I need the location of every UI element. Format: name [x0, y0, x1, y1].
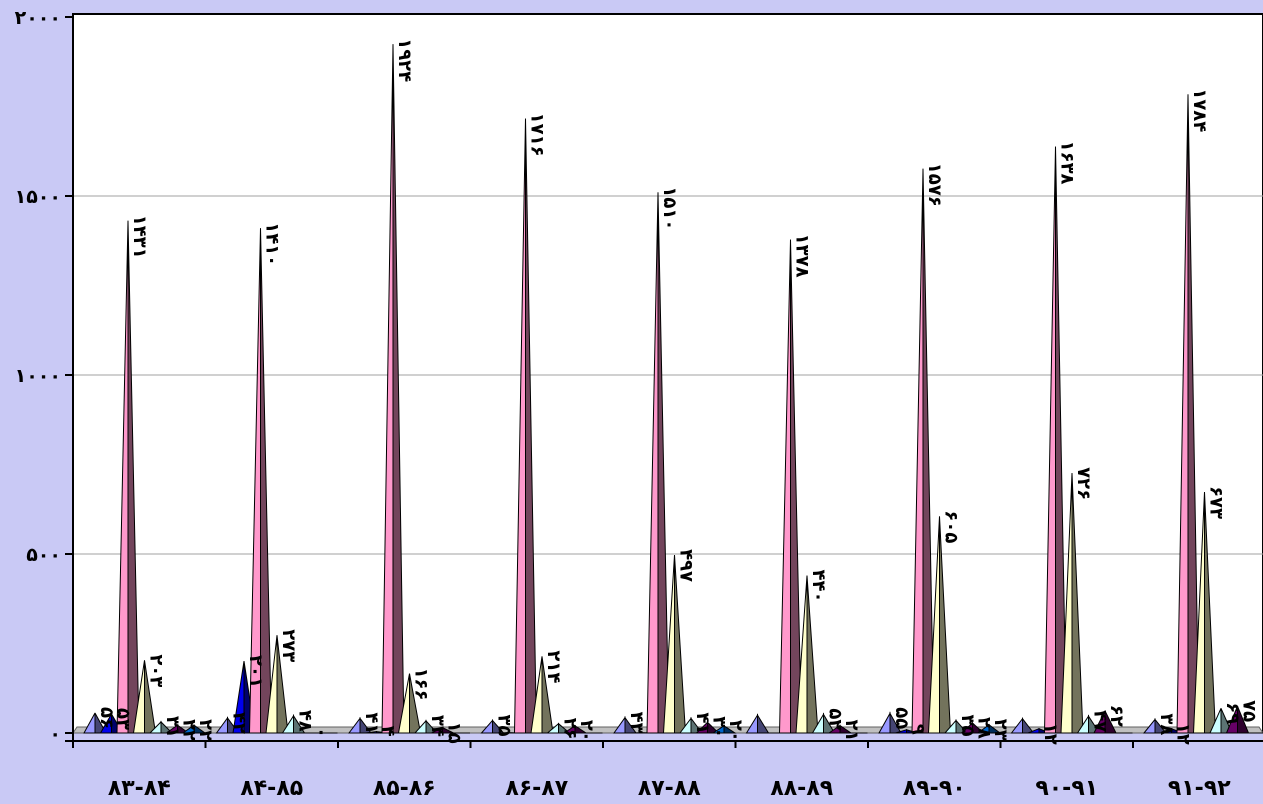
- x-tick-label: ۸۷-۸۸: [638, 776, 701, 800]
- data-label: ۱۷۸۴: [1189, 88, 1210, 132]
- data-label: ۱۴۳۱: [129, 215, 150, 259]
- y-tick-label: ۱۰۰۰: [15, 365, 61, 387]
- data-label: ۲۰: [576, 720, 597, 742]
- x-tick-label: ۸۹-۹۰: [903, 776, 966, 800]
- data-label: ۲۳: [990, 719, 1011, 741]
- data-label: ۴۳: [626, 712, 647, 734]
- x-tick-label: ۹۱-۹۲: [1168, 776, 1231, 800]
- data-label: ۲۱۴: [543, 650, 564, 683]
- data-label: ۴۹۷: [676, 549, 697, 582]
- data-label: ۴۴۰: [808, 569, 829, 602]
- data-label: ۲۰۱: [245, 655, 266, 688]
- data-label: ۶۰۵: [941, 510, 962, 543]
- x-tick-label: ۸۴-۸۵: [240, 776, 303, 800]
- data-label: ۳۵: [494, 714, 515, 736]
- y-tick-label: ۵۰۰: [26, 544, 61, 566]
- data-label: ۴: [378, 726, 399, 737]
- data-label: ۲۷۳: [278, 629, 299, 662]
- data-label: ۷۲۶: [1073, 467, 1094, 500]
- data-label: ۶۲: [1106, 705, 1127, 727]
- data-label: ۱۵۷۶: [924, 163, 945, 207]
- data-label: ۱۶۳۸: [1057, 141, 1078, 185]
- data-label: ۰: [311, 727, 332, 738]
- data-label: ۱۶۶: [411, 668, 432, 701]
- data-label: ۹: [908, 724, 929, 735]
- data-label: ۱۴۱۰: [262, 222, 283, 266]
- data-label: ۱۹۲۴: [394, 38, 415, 82]
- data-label: ۱۵۱۰: [659, 186, 680, 230]
- data-label: ۱۷۱۶: [527, 113, 548, 157]
- x-tick-label: ۸۳-۸۴: [108, 776, 171, 800]
- data-label: ۴۲: [229, 712, 250, 734]
- x-tick-label: ۹۰-۹۱: [1035, 776, 1098, 800]
- data-label: ۲۱: [841, 719, 862, 741]
- data-label: ۲۲: [195, 719, 216, 741]
- x-tick-label: ۸۸-۸۹: [770, 776, 833, 800]
- data-label: ۲۰۳: [146, 654, 167, 687]
- y-tick-label: ۱۵۰۰: [15, 186, 61, 208]
- x-tick-label: ۸۶-۸۷: [505, 776, 568, 800]
- y-tick-label: ۲۰۰۰: [15, 7, 61, 29]
- x-tick-label: ۸۵-۸۶: [373, 776, 436, 800]
- y-tick-label: ۰: [49, 723, 61, 745]
- data-label: ۲۰: [725, 720, 746, 742]
- data-label: ۶۷۳: [1206, 486, 1227, 519]
- data-label: ۱۳۷۸: [792, 234, 813, 278]
- data-label: ۷۵: [1239, 700, 1260, 722]
- data-label: ۵۳: [113, 708, 134, 730]
